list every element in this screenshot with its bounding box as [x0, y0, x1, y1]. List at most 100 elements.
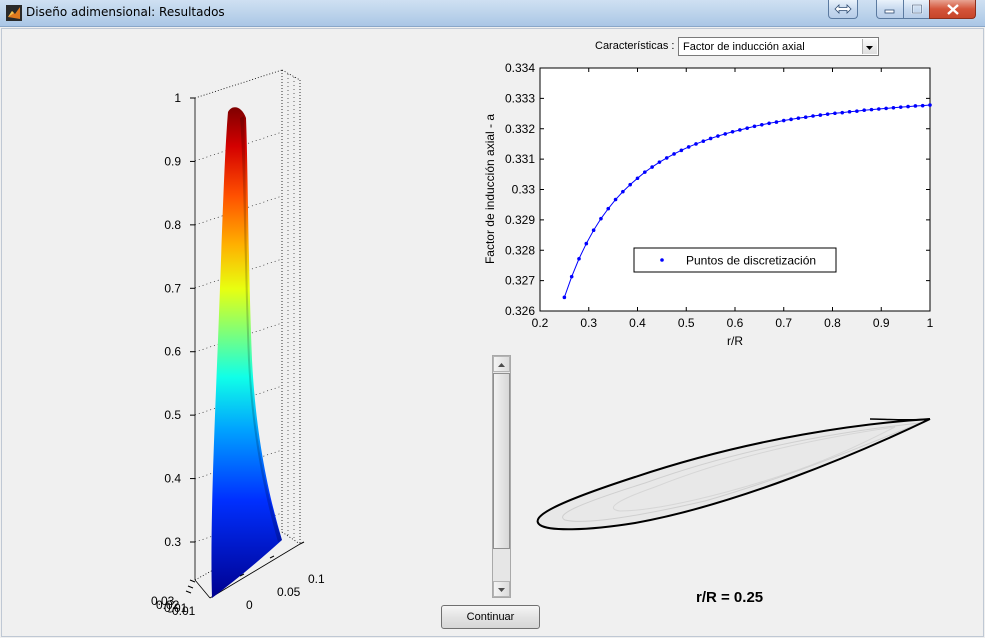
x-axis-label: r/R — [727, 334, 743, 348]
data-point — [701, 139, 706, 144]
data-point — [803, 115, 808, 120]
chart-series-group — [562, 103, 932, 300]
y-tick-label: 0.333 — [505, 91, 535, 105]
horizontal-arrows-icon — [834, 4, 852, 14]
airfoil-section-label: r/R = 0.25 — [696, 589, 764, 606]
data-point — [650, 165, 654, 169]
data-point — [913, 104, 918, 108]
data-point — [752, 124, 757, 129]
close-button[interactable] — [929, 0, 976, 19]
characteristics-label: Características : — [595, 40, 675, 52]
chevron-down-icon — [866, 46, 873, 50]
z-tick-label: 0.8 — [164, 218, 181, 232]
scroll-down-arrow-icon — [498, 588, 505, 592]
scroll-down-button[interactable] — [493, 581, 510, 597]
data-point — [840, 110, 845, 115]
data-point — [628, 182, 632, 187]
characteristics-selected-value: Factor de inducción axial — [683, 41, 805, 53]
y-tick-label: 0.332 — [505, 122, 535, 136]
data-point — [869, 107, 874, 112]
characteristics-dropdown[interactable]: Factor de inducción axial — [678, 37, 879, 56]
data-point — [723, 132, 728, 136]
x-tick-label: 0.8 — [824, 316, 841, 330]
chart-axes: 0.2 0.3 0.4 0.5 0.6 0.7 0.8 0.9 1 0.326 0.327 0.328… — [505, 61, 934, 330]
y-tick-label: 0.334 — [505, 61, 535, 75]
x-tick-0.1: 0.1 — [308, 572, 325, 586]
data-point — [796, 116, 801, 120]
legend-label: Puntos de discretización — [686, 254, 816, 268]
data-point — [686, 145, 691, 149]
maximize-icon — [911, 4, 922, 14]
data-point — [694, 142, 698, 146]
z-tick-label: 0.4 — [164, 472, 181, 486]
x-tick-label: 0.3 — [580, 316, 597, 330]
z-tick-label: 0.3 — [164, 535, 181, 549]
plot-box — [194, 69, 301, 599]
continue-button[interactable]: Continuar — [441, 605, 540, 629]
matlab-app-icon — [6, 5, 22, 21]
induction-factor-chart: 0.2 0.3 0.4 0.5 0.6 0.7 0.8 0.9 1 0.326 0.327 0.328… — [483, 61, 934, 348]
scroll-thumb[interactable] — [493, 373, 510, 549]
airfoil-chord-line — [869, 418, 931, 421]
x-axis-ticks: 0 0.05 0.1 — [239, 541, 325, 612]
data-point — [738, 128, 742, 132]
minimize-icon — [884, 9, 895, 14]
blade-edge-shade — [240, 116, 282, 542]
airfoil-shading — [537, 418, 931, 530]
airfoil-inner-contour-1 — [562, 422, 921, 522]
x-tick-0: 0 — [246, 598, 253, 612]
window-title: Diseño adimensional: Resultados — [26, 5, 225, 19]
data-point — [760, 123, 764, 127]
data-point — [562, 295, 567, 300]
blade-3d-plot: 1 0.9 0.8 0.7 0.6 0.5 0.4 0.3 0 0.05 0.1 0.03 0… — [151, 69, 325, 618]
data-point — [906, 104, 910, 109]
blade-surface — [211, 107, 282, 598]
resize-arrows-button[interactable] — [828, 0, 858, 19]
data-point — [591, 228, 596, 233]
z-tick-label: 0.6 — [164, 345, 181, 359]
y-axis-ticks: 0.03 0.02 0.01 -0.01 — [151, 579, 196, 618]
data-point — [643, 170, 647, 174]
data-point — [781, 118, 786, 123]
scroll-up-button[interactable] — [493, 356, 510, 372]
airfoil-section-plot — [536, 418, 931, 531]
x-tick-label: 1 — [927, 316, 934, 330]
data-point — [621, 189, 625, 194]
minimize-button[interactable] — [876, 0, 904, 19]
y-tick-label: 0.33 — [512, 183, 536, 197]
data-point — [716, 134, 720, 138]
data-point — [613, 197, 618, 202]
vertical-scrollbar[interactable] — [492, 355, 511, 598]
data-point — [920, 103, 925, 108]
y-tick-b: 0.02 — [156, 598, 180, 612]
y-tick-label: 0.327 — [505, 274, 535, 288]
airfoil-outline — [536, 418, 931, 531]
data-point — [825, 112, 830, 116]
data-point — [789, 117, 793, 122]
close-icon — [946, 3, 959, 15]
z-axis-ticks: 1 0.9 0.8 0.7 0.6 0.5 0.4 0.3 — [164, 91, 195, 549]
data-point — [767, 121, 771, 126]
z-tick-label: 1 — [174, 91, 181, 105]
title-bar[interactable]: Diseño adimensional: Resultados — [0, 0, 985, 27]
y-tick-label: 0.328 — [505, 243, 535, 257]
data-point — [898, 105, 903, 109]
y-tick-label: 0.326 — [505, 304, 535, 318]
x-tick-label: 0.5 — [678, 316, 695, 330]
y-axis-label: Factor de inducción axial - a — [483, 114, 497, 264]
y-tick-label: 0.329 — [505, 213, 535, 227]
data-point — [664, 156, 669, 160]
data-point — [730, 129, 735, 134]
x-tick-label: 0.4 — [629, 316, 646, 330]
data-point — [635, 176, 640, 181]
dropdown-arrow-button[interactable] — [862, 39, 877, 54]
data-point — [877, 107, 881, 111]
data-point — [745, 126, 749, 130]
z-tick-label: 0.5 — [164, 408, 181, 422]
x-tick-label: 0.9 — [873, 316, 890, 330]
data-point — [569, 274, 574, 279]
maximize-button[interactable] — [903, 0, 930, 19]
chart-legend: Puntos de discretización — [633, 247, 837, 273]
data-point — [606, 206, 611, 211]
scroll-up-arrow-icon — [498, 363, 505, 367]
